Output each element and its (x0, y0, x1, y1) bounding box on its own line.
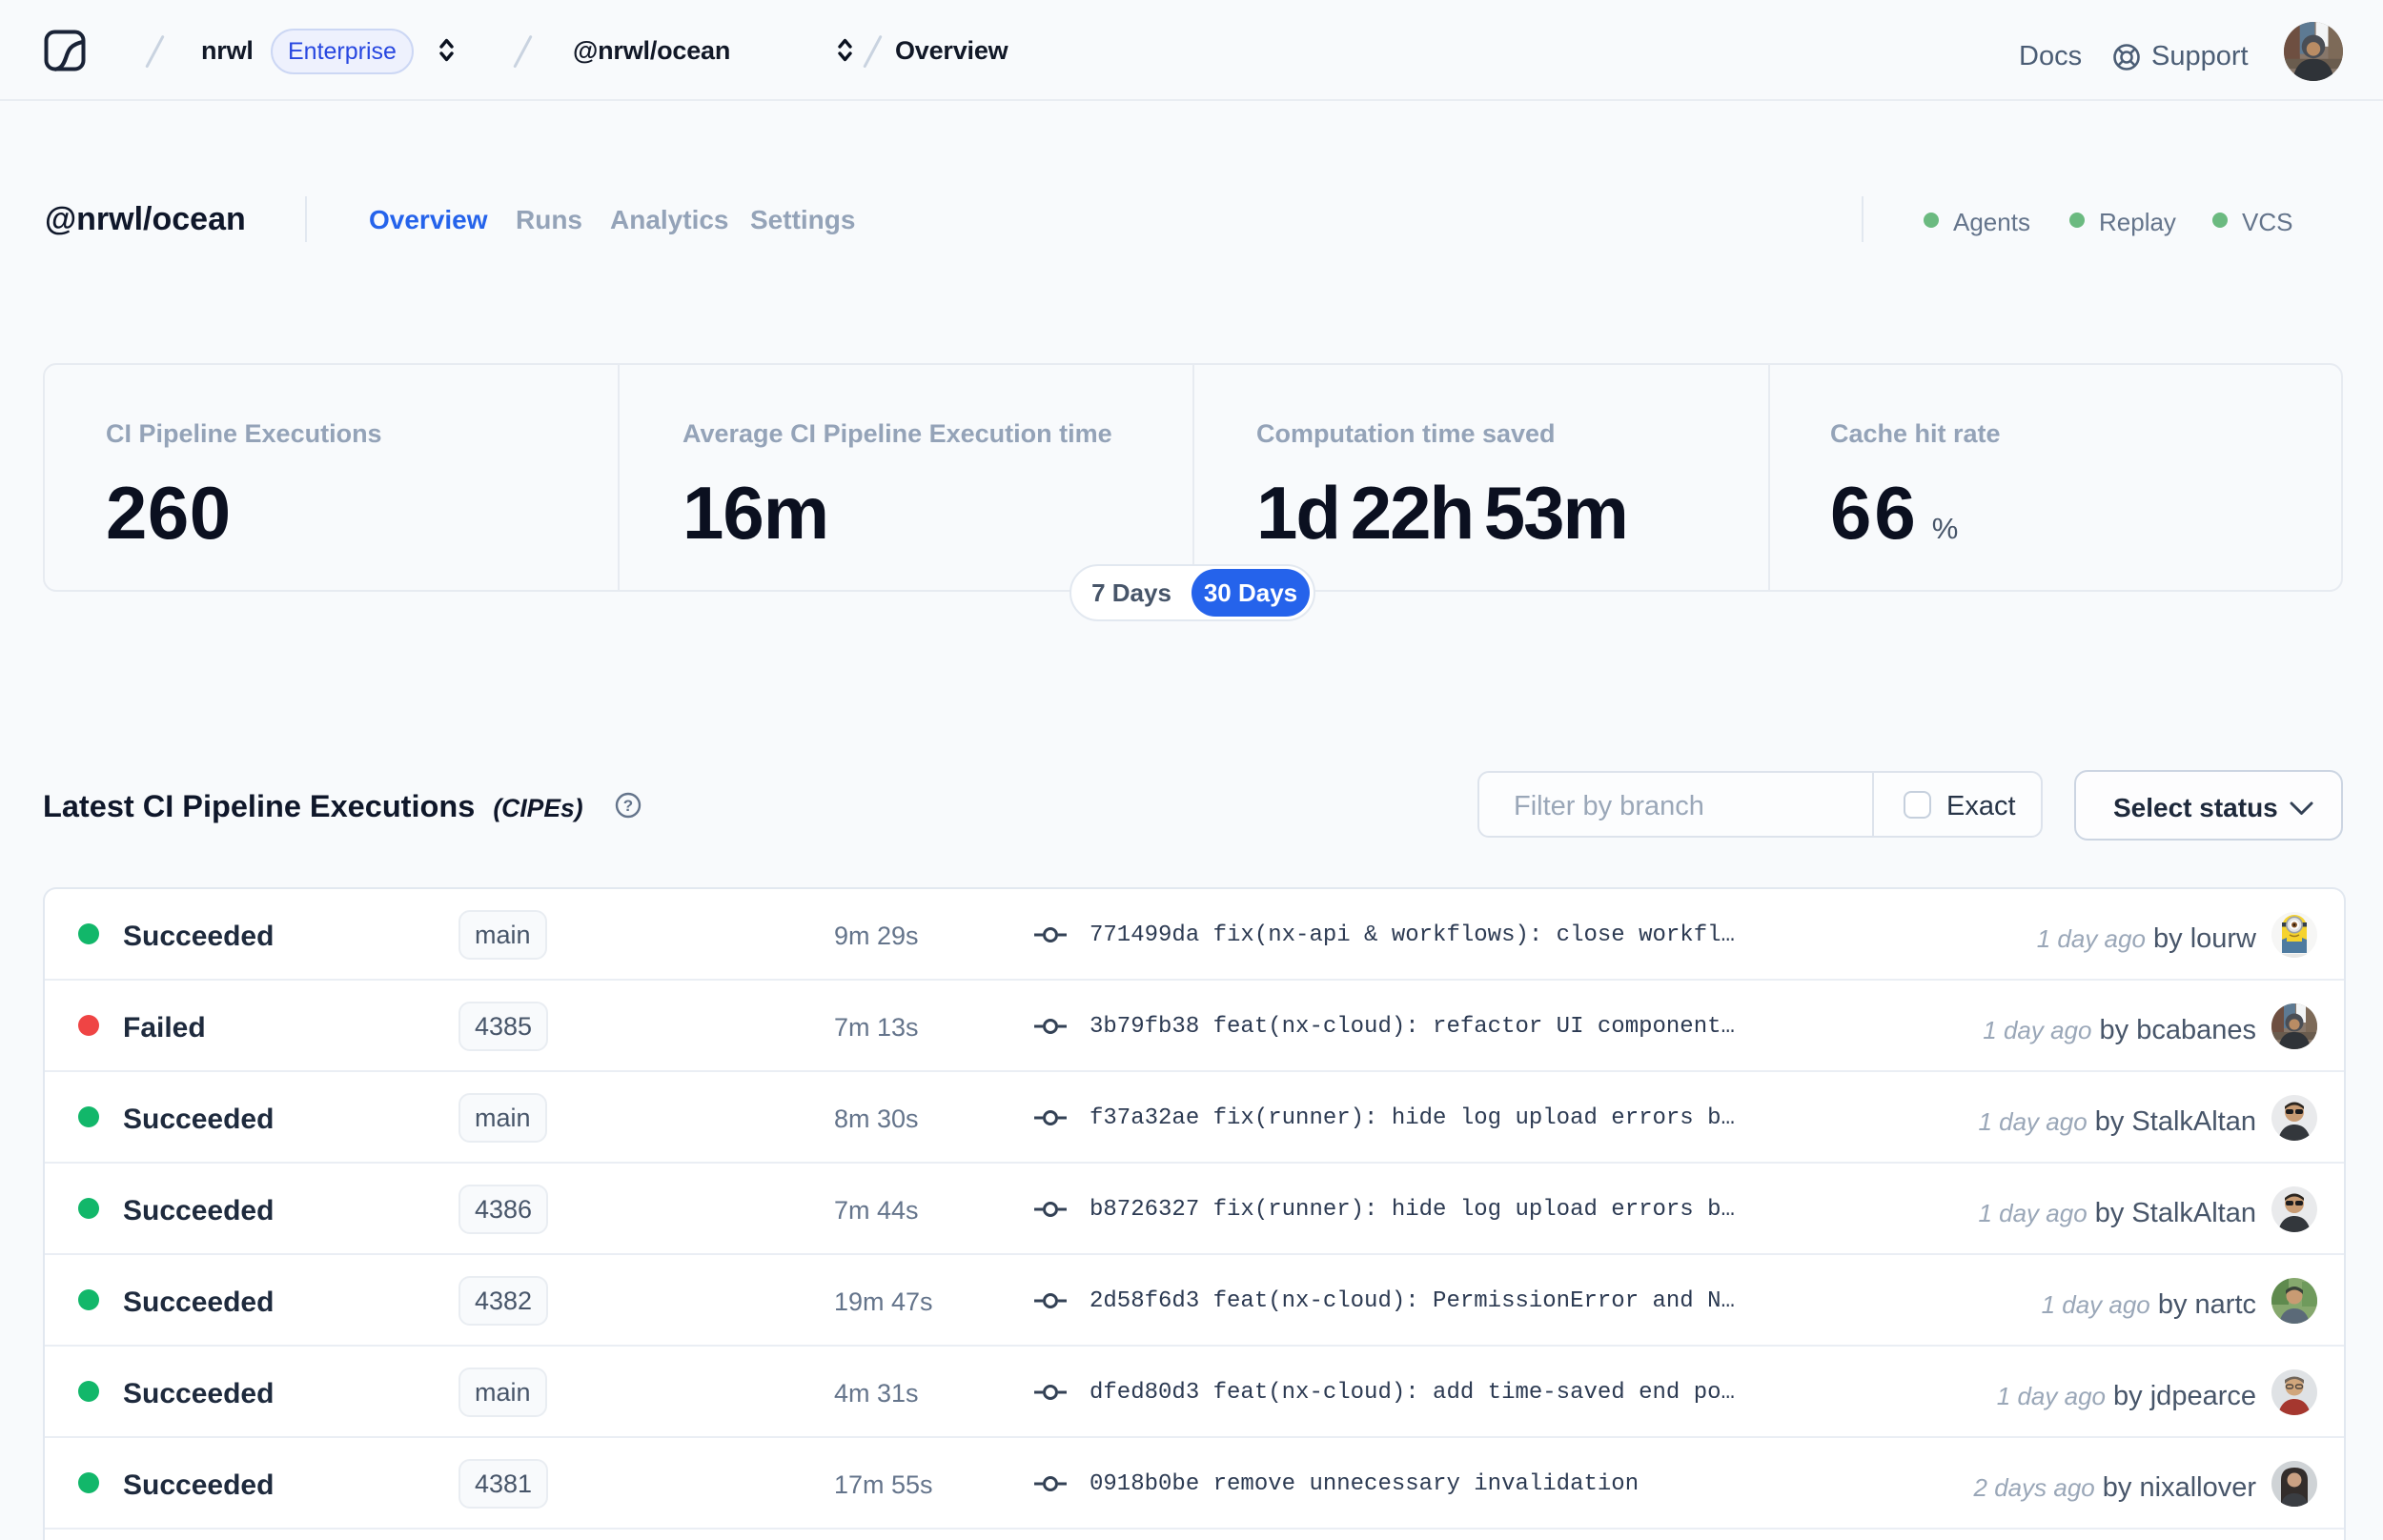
svg-text:?: ? (623, 797, 633, 815)
